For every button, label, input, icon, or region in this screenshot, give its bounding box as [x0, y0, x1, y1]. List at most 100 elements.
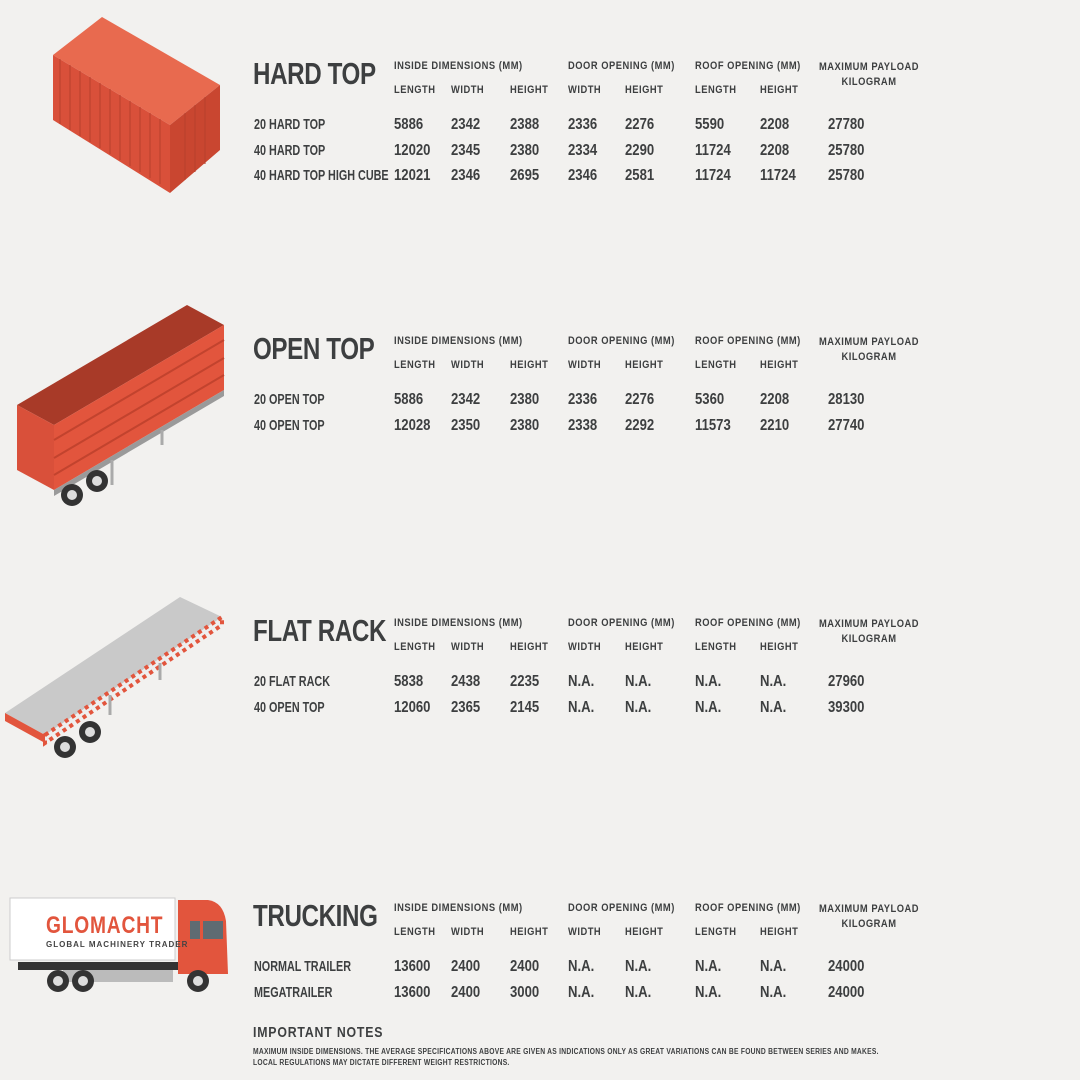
row-label: 40 OPEN TOP	[254, 417, 325, 434]
table-cell: 2276	[625, 391, 655, 408]
table-cell: 12028	[394, 417, 431, 434]
row-label: NORMAL TRAILER	[254, 958, 351, 975]
payload-line-2: KILOGRAM	[841, 351, 897, 363]
header-inside-dimensions: INSIDE DIMENSIONS (MM)	[394, 60, 523, 72]
table-cell: N.A.	[568, 673, 595, 690]
header-max-payload: MAXIMUM PAYLOAD KILOGRAM	[818, 60, 920, 90]
table-cell: 2695	[510, 167, 540, 184]
row-label: 20 FLAT RACK	[254, 673, 331, 690]
table-cell: 3000	[510, 984, 540, 1001]
sub-header: HEIGHT	[510, 926, 549, 938]
table-cell: 2145	[510, 699, 540, 716]
table-cell: 2292	[625, 417, 655, 434]
table-cell: 24000	[828, 984, 865, 1001]
sub-header: HEIGHT	[760, 359, 799, 371]
header-roof-opening: ROOF OPENING (MM)	[695, 60, 801, 72]
table-cell: N.A.	[625, 958, 652, 975]
table-cell: 27960	[828, 673, 865, 690]
row-label: 40 HARD TOP HIGH CUBE	[254, 167, 389, 184]
payload-line-2: KILOGRAM	[841, 76, 897, 88]
table-cell: N.A.	[625, 984, 652, 1001]
payload-line-2: KILOGRAM	[841, 633, 897, 645]
sub-header: LENGTH	[695, 84, 737, 96]
table-cell: 5838	[394, 673, 424, 690]
sub-header: HEIGHT	[625, 84, 664, 96]
table-cell: N.A.	[568, 699, 595, 716]
table-cell: 28130	[828, 391, 865, 408]
sub-header: WIDTH	[568, 84, 602, 96]
sub-header: HEIGHT	[625, 926, 664, 938]
payload-line-2: KILOGRAM	[841, 918, 897, 930]
header-door-opening: DOOR OPENING (MM)	[568, 60, 675, 72]
table-cell: 2581	[625, 167, 655, 184]
logo-tagline: GLOBAL MACHINERY TRADER	[46, 940, 189, 949]
table-cell: 2210	[760, 417, 790, 434]
header-roof-opening: ROOF OPENING (MM)	[695, 902, 801, 914]
table-cell: 27780	[828, 116, 865, 133]
table-cell: 2380	[510, 417, 540, 434]
sub-header: LENGTH	[695, 641, 737, 653]
payload-line-1: MAXIMUM PAYLOAD	[818, 618, 920, 630]
table-cell: N.A.	[695, 958, 722, 975]
table-cell: 2388	[510, 116, 540, 133]
truck-illustration: GLOMACHT GLOBAL MACHINERY TRADER	[8, 896, 233, 996]
table-cell: 5590	[695, 116, 725, 133]
section-title: TRUCKING	[253, 898, 378, 933]
table-cell: N.A.	[760, 984, 787, 1001]
table-cell: N.A.	[568, 984, 595, 1001]
sub-header: LENGTH	[394, 641, 436, 653]
row-label: 20 HARD TOP	[254, 116, 326, 133]
payload-line-1: MAXIMUM PAYLOAD	[818, 61, 920, 73]
spec-section: FLAT RACK INSIDE DIMENSIONS (MM) DOOR OPEN…	[0, 613, 1080, 753]
header-door-opening: DOOR OPENING (MM)	[568, 335, 675, 347]
logo-name: GLOMACHT	[46, 912, 164, 939]
row-label: MEGATRAILER	[254, 984, 333, 1001]
sub-header: LENGTH	[695, 926, 737, 938]
table-cell: N.A.	[760, 673, 787, 690]
table-cell: 2336	[568, 391, 598, 408]
header-door-opening: DOOR OPENING (MM)	[568, 902, 675, 914]
table-cell: 11724	[695, 167, 731, 184]
table-cell: 2380	[510, 142, 540, 159]
sub-header: WIDTH	[451, 359, 485, 371]
row-label: 20 OPEN TOP	[254, 391, 325, 408]
flat-rack-trailer-illustration	[5, 597, 224, 758]
table-cell: 12021	[394, 167, 431, 184]
table-cell: 11573	[695, 417, 731, 434]
sub-header: HEIGHT	[510, 84, 549, 96]
table-cell: 2345	[451, 142, 481, 159]
table-cell: N.A.	[695, 984, 722, 1001]
sub-header: WIDTH	[451, 926, 485, 938]
table-cell: N.A.	[760, 699, 787, 716]
section-title: OPEN TOP	[253, 331, 375, 366]
table-cell: 2336	[568, 116, 598, 133]
table-cell: 13600	[394, 984, 431, 1001]
table-cell: 2400	[510, 958, 540, 975]
payload-line-1: MAXIMUM PAYLOAD	[818, 336, 920, 348]
header-max-payload: MAXIMUM PAYLOAD KILOGRAM	[818, 335, 920, 365]
sub-header: WIDTH	[451, 84, 485, 96]
table-cell: 2400	[451, 958, 481, 975]
section-title: FLAT RACK	[253, 613, 387, 648]
payload-line-1: MAXIMUM PAYLOAD	[818, 903, 920, 915]
table-cell: 2342	[451, 391, 481, 408]
header-inside-dimensions: INSIDE DIMENSIONS (MM)	[394, 902, 523, 914]
header-inside-dimensions: INSIDE DIMENSIONS (MM)	[394, 617, 523, 629]
table-cell: 24000	[828, 958, 865, 975]
table-cell: 39300	[828, 699, 865, 716]
table-cell: 2334	[568, 142, 598, 159]
sub-header: HEIGHT	[510, 359, 549, 371]
notes-text: MAXIMUM INSIDE DIMENSIONS. THE AVERAGE S…	[253, 1046, 879, 1068]
table-cell: 2290	[625, 142, 655, 159]
table-cell: 12060	[394, 699, 431, 716]
table-cell: N.A.	[695, 699, 722, 716]
table-cell: 2235	[510, 673, 540, 690]
table-cell: 2208	[760, 142, 790, 159]
table-cell: 11724	[695, 142, 731, 159]
sub-header: HEIGHT	[760, 641, 799, 653]
table-cell: 5360	[695, 391, 725, 408]
sub-header: LENGTH	[695, 359, 737, 371]
table-cell: 2400	[451, 984, 481, 1001]
sub-header: HEIGHT	[760, 926, 799, 938]
sub-header: WIDTH	[568, 926, 602, 938]
